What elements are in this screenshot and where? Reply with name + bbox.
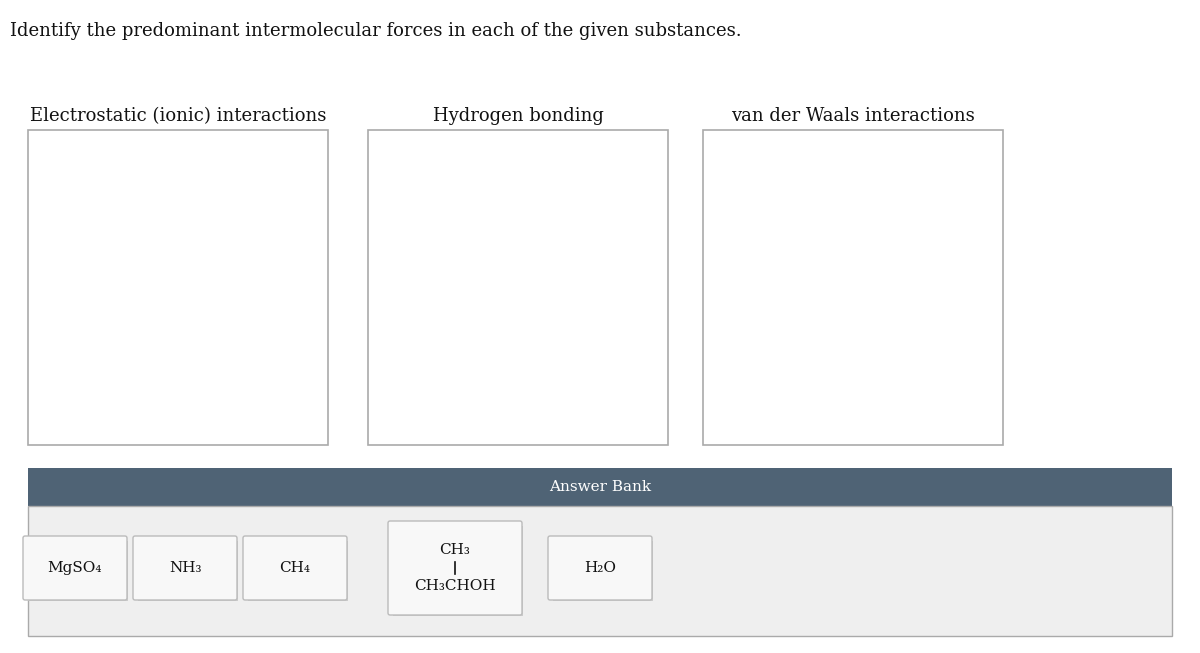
Bar <box>248 541 348 601</box>
Bar <box>28 130 328 445</box>
Text: MgSO₄: MgSO₄ <box>48 561 102 575</box>
Bar <box>28 541 128 601</box>
Text: CH₃CHOH: CH₃CHOH <box>414 579 496 593</box>
FancyBboxPatch shape <box>388 521 522 615</box>
FancyBboxPatch shape <box>133 536 238 600</box>
FancyBboxPatch shape <box>548 536 652 600</box>
Text: Electrostatic (ionic) interactions: Electrostatic (ionic) interactions <box>30 107 326 125</box>
Bar <box>138 541 238 601</box>
Text: Identify the predominant intermolecular forces in each of the given substances.: Identify the predominant intermolecular … <box>10 22 742 40</box>
Text: van der Waals interactions: van der Waals interactions <box>731 107 974 125</box>
FancyBboxPatch shape <box>242 536 347 600</box>
Bar <box>28 468 1172 506</box>
Bar <box>394 526 523 616</box>
Bar <box>368 130 668 445</box>
Text: CH₃: CH₃ <box>439 543 470 557</box>
Text: Hydrogen bonding: Hydrogen bonding <box>432 107 604 125</box>
Text: CH₄: CH₄ <box>280 561 311 575</box>
Bar <box>28 506 1172 636</box>
Bar <box>703 130 1003 445</box>
Bar <box>553 541 653 601</box>
Text: NH₃: NH₃ <box>169 561 202 575</box>
Text: H₂O: H₂O <box>584 561 616 575</box>
FancyBboxPatch shape <box>23 536 127 600</box>
Text: Answer Bank: Answer Bank <box>548 480 652 494</box>
